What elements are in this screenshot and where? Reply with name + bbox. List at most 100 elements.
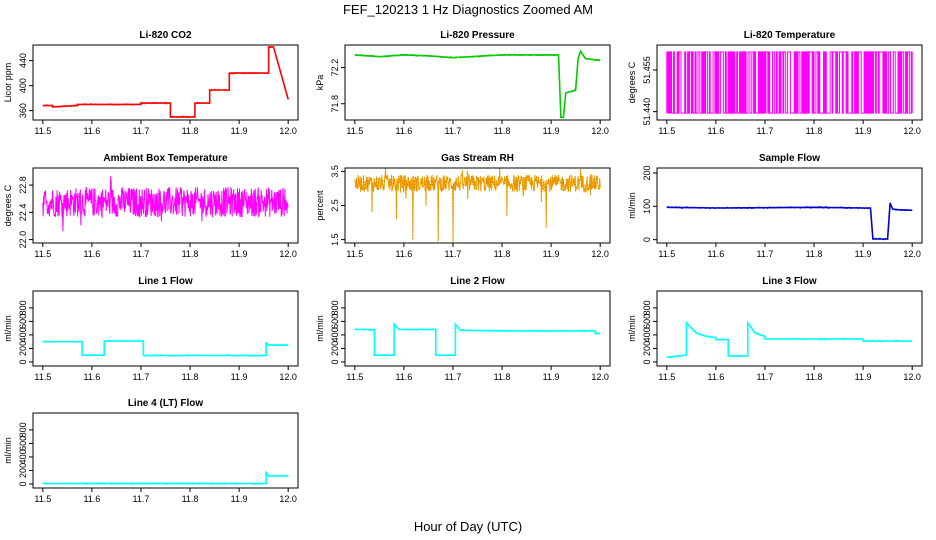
panel-data bbox=[354, 168, 601, 243]
series-line bbox=[354, 321, 601, 356]
y-tick-label: 1.5 bbox=[330, 233, 340, 246]
y-tick-label: 22.8 bbox=[18, 176, 28, 194]
x-tick-label: 11.5 bbox=[34, 249, 51, 259]
panel-title: Line 4 (LT) Flow bbox=[128, 398, 204, 409]
panel-4: Ambient Box Temperature 11.5 11.6 11.7 11.8 1… bbox=[3, 153, 299, 259]
y-tick-label: 72.2 bbox=[330, 59, 340, 77]
y-tick-label: 22.4 bbox=[18, 204, 28, 222]
y-tick-label: 200 bbox=[18, 463, 28, 478]
y-tick-label: 600 bbox=[330, 314, 340, 329]
x-tick-label: 11.9 bbox=[231, 372, 248, 382]
x-tick-label: 11.8 bbox=[494, 372, 511, 382]
series-line bbox=[666, 202, 913, 240]
panel-8: Line 2 Flow 11.5 11.6 11.7 11.8 11.9 12.0 0 2004… bbox=[315, 276, 611, 382]
series-jitter bbox=[42, 339, 289, 357]
panel-data bbox=[42, 46, 289, 119]
plot-frame bbox=[656, 44, 923, 121]
x-tick-label: 11.7 bbox=[133, 249, 150, 259]
x-tick-label: 11.8 bbox=[182, 372, 199, 382]
x-tick-label: 11.8 bbox=[494, 249, 511, 259]
series-jitter bbox=[354, 50, 601, 119]
plot-frame bbox=[32, 412, 299, 489]
x-tick-label: 11.6 bbox=[83, 372, 100, 382]
y-tick-label: 440 bbox=[18, 53, 28, 68]
x-tick-label: 11.9 bbox=[231, 126, 248, 136]
y-tick-label: 0 bbox=[642, 237, 652, 242]
y-tick-label: 51.455 bbox=[642, 56, 652, 84]
x-tick-label: 11.6 bbox=[395, 372, 412, 382]
x-tick-label: 11.5 bbox=[658, 249, 675, 259]
x-tick-label: 11.9 bbox=[543, 249, 560, 259]
panel-data bbox=[354, 49, 601, 119]
panel-data bbox=[42, 176, 289, 232]
y-tick-label: 400 bbox=[642, 327, 652, 342]
series-line bbox=[354, 49, 601, 119]
x-tick-label: 12.0 bbox=[903, 126, 921, 136]
x-tick-label: 11.9 bbox=[543, 372, 560, 382]
figure-x-axis-label: Hour of Day (UTC) bbox=[414, 519, 522, 534]
y-tick-label: 0 bbox=[330, 359, 340, 364]
x-tick-label: 11.5 bbox=[34, 126, 51, 136]
x-tick-label: 11.8 bbox=[494, 126, 511, 136]
y-tick-label: 800 bbox=[642, 300, 652, 315]
x-tick-label: 11.5 bbox=[658, 372, 675, 382]
plot-frame bbox=[656, 290, 923, 367]
y-tick-label: 3.5 bbox=[330, 165, 340, 178]
x-tick-label: 11.7 bbox=[757, 126, 774, 136]
panel-10: Line 4 (LT) Flow 11.5 11.6 11.7 11.8 11.9 12.0… bbox=[3, 398, 299, 504]
x-tick-label: 11.5 bbox=[346, 249, 363, 259]
y-tick-label: 400 bbox=[18, 78, 28, 93]
x-tick-label: 11.5 bbox=[346, 126, 363, 136]
plot-frame bbox=[344, 44, 611, 121]
y-axis-label: degrees C bbox=[3, 184, 13, 226]
y-tick-label: 600 bbox=[18, 436, 28, 451]
x-tick-label: 11.7 bbox=[133, 126, 150, 136]
x-tick-label: 11.8 bbox=[806, 249, 823, 259]
series-line bbox=[42, 176, 289, 232]
panel-title: Li-820 Temperature bbox=[744, 30, 836, 41]
y-tick-label: 400 bbox=[18, 327, 28, 342]
x-tick-label: 11.8 bbox=[182, 494, 199, 504]
x-tick-label: 12.0 bbox=[279, 126, 297, 136]
x-tick-label: 11.9 bbox=[855, 126, 872, 136]
y-tick-label: 400 bbox=[330, 327, 340, 342]
panel-data bbox=[42, 470, 289, 486]
panel-data bbox=[666, 320, 913, 359]
series-jitter bbox=[42, 46, 289, 119]
y-tick-label: 22.0 bbox=[18, 231, 28, 249]
y-axis-label: degrees C bbox=[627, 61, 637, 103]
x-tick-label: 12.0 bbox=[903, 249, 921, 259]
series-line bbox=[42, 340, 289, 357]
series-jitter bbox=[354, 323, 601, 357]
y-tick-label: 100 bbox=[642, 199, 652, 214]
panel-9: Line 3 Flow 11.5 11.6 11.7 11.8 11.9 12.0 0 2004… bbox=[627, 276, 923, 382]
x-tick-label: 11.5 bbox=[34, 494, 51, 504]
panel-7: Line 1 Flow 11.5 11.6 11.7 11.8 11.9 12.0 0 2004… bbox=[3, 276, 299, 382]
x-tick-label: 12.0 bbox=[279, 494, 297, 504]
y-tick-label: 600 bbox=[18, 314, 28, 329]
y-tick-label: 360 bbox=[18, 103, 28, 118]
x-tick-label: 11.7 bbox=[133, 372, 150, 382]
y-tick-label: 71.8 bbox=[330, 95, 340, 113]
series-line bbox=[42, 46, 289, 118]
series-line bbox=[666, 51, 913, 114]
series-jitter bbox=[42, 471, 289, 486]
x-tick-label: 11.8 bbox=[806, 126, 823, 136]
x-tick-label: 11.7 bbox=[445, 126, 462, 136]
y-tick-label: 200 bbox=[642, 341, 652, 356]
y-axis-label: kPa bbox=[315, 75, 325, 91]
panel-title: Li-820 CO2 bbox=[139, 30, 192, 41]
x-tick-label: 11.9 bbox=[543, 126, 560, 136]
y-tick-label: 800 bbox=[18, 300, 28, 315]
x-tick-label: 11.5 bbox=[346, 372, 363, 382]
panel-1: Li-820 CO2 11.5 11.6 11.7 11.8 11.9 12.0 360 400… bbox=[3, 30, 299, 136]
x-tick-label: 11.9 bbox=[855, 249, 872, 259]
panel-data bbox=[354, 321, 601, 357]
panel-title: Gas Stream RH bbox=[441, 153, 514, 164]
panel-5: Gas Stream RH 11.5 11.6 11.7 11.8 11.9 12.0 1.5… bbox=[315, 153, 611, 259]
x-tick-label: 11.7 bbox=[445, 372, 462, 382]
plot-frame bbox=[656, 167, 923, 244]
plot-frame bbox=[32, 44, 299, 121]
x-tick-label: 11.8 bbox=[182, 126, 199, 136]
panel-2: Li-820 Pressure 11.5 11.6 11.7 11.8 11.9 12.0 7… bbox=[315, 30, 611, 136]
